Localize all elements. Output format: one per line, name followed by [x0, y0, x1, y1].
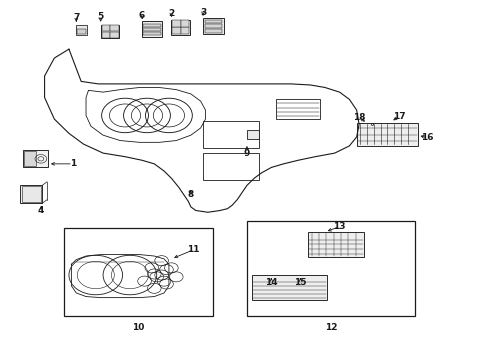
Bar	[102, 32, 110, 38]
Bar	[143, 32, 160, 36]
Bar	[172, 27, 180, 34]
Bar	[77, 29, 86, 34]
Bar	[142, 22, 161, 37]
Bar	[110, 32, 119, 38]
Bar	[181, 20, 189, 27]
Bar	[102, 25, 110, 31]
Bar	[246, 221, 414, 316]
Text: 15: 15	[294, 278, 306, 287]
Bar	[203, 18, 223, 34]
Bar	[110, 25, 119, 31]
Text: 2: 2	[168, 9, 174, 18]
Bar	[143, 28, 160, 31]
Bar	[101, 25, 119, 39]
Bar	[276, 99, 320, 119]
Text: 13: 13	[333, 222, 345, 231]
Text: 1: 1	[70, 159, 76, 168]
Text: 11: 11	[187, 246, 199, 255]
Bar	[204, 24, 222, 28]
Bar	[356, 123, 417, 146]
Text: 3: 3	[200, 8, 206, 17]
Bar	[64, 228, 212, 316]
Text: 9: 9	[243, 149, 250, 158]
Text: 10: 10	[132, 323, 144, 332]
Bar	[20, 185, 42, 203]
Text: 18: 18	[352, 113, 365, 122]
Bar	[307, 232, 363, 257]
Bar	[22, 150, 48, 167]
Text: 6: 6	[139, 11, 145, 20]
Bar	[24, 151, 36, 166]
Bar	[203, 121, 259, 148]
Text: 7: 7	[73, 13, 79, 22]
Text: 17: 17	[392, 112, 405, 121]
Bar	[171, 20, 189, 35]
Bar	[204, 20, 222, 23]
Text: 5: 5	[97, 12, 103, 21]
Text: 8: 8	[187, 190, 194, 199]
Text: 12: 12	[325, 323, 337, 332]
Bar	[76, 25, 87, 35]
Bar	[21, 186, 41, 202]
Bar	[246, 130, 259, 139]
Bar	[203, 153, 259, 180]
Bar	[251, 275, 327, 300]
Text: 4: 4	[38, 206, 44, 215]
Text: 14: 14	[264, 278, 277, 287]
Bar	[181, 27, 189, 34]
Bar	[172, 20, 180, 27]
Bar	[204, 29, 222, 33]
Bar	[143, 24, 160, 27]
Text: 16: 16	[420, 133, 433, 142]
